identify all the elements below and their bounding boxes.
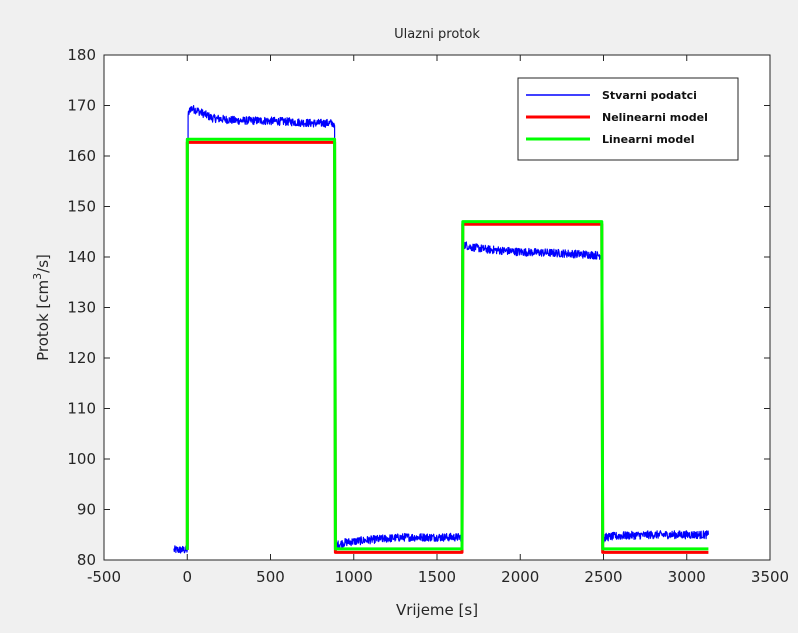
ticks-layer: -500 0 500 1000 1500 2000 2500 3000 3500 80 90 100 1… bbox=[67, 46, 789, 586]
y-tick-label: 140 bbox=[67, 248, 96, 266]
x-tick-label: 0 bbox=[182, 568, 192, 586]
y-tick-label: 150 bbox=[67, 198, 96, 216]
legend-label-2: Nelinearni model bbox=[602, 111, 708, 124]
x-tick-label: 1000 bbox=[335, 568, 373, 586]
y-tick-label: 100 bbox=[67, 450, 96, 468]
legend: Stvarni podatci Nelinearni model Linearni … bbox=[517, 77, 739, 161]
legend-label-3: Linearni model bbox=[602, 133, 694, 146]
x-tick-label: 3500 bbox=[751, 568, 789, 586]
x-tick-label: 3000 bbox=[668, 568, 706, 586]
y-tick-label: 170 bbox=[67, 97, 96, 115]
y-tick-label: 110 bbox=[67, 400, 96, 418]
y-axis-title: Protok [cm3/s] bbox=[31, 254, 52, 361]
y-tick-label: 120 bbox=[67, 349, 96, 367]
plot-frame bbox=[103, 54, 771, 561]
y-tick-label: 160 bbox=[67, 147, 96, 165]
legend-box bbox=[517, 77, 739, 161]
x-axis-title: Vrijeme [s] bbox=[396, 601, 478, 619]
series-line-1 bbox=[173, 105, 709, 554]
x-tick-label: 500 bbox=[256, 568, 285, 586]
x-tick-label: -500 bbox=[87, 568, 121, 586]
y-tick-label: 80 bbox=[77, 551, 96, 569]
y-tick-label: 130 bbox=[67, 299, 96, 317]
y-tick-label: 90 bbox=[77, 501, 96, 519]
y-axis-title-superscript: 3 bbox=[31, 273, 44, 280]
x-tick-label: 2000 bbox=[501, 568, 539, 586]
y-axis-title-tail: /s] bbox=[34, 254, 52, 273]
series-layer bbox=[173, 105, 709, 554]
x-tick-label: 2500 bbox=[584, 568, 622, 586]
chart-title: Ulazni protok bbox=[394, 27, 480, 42]
y-tick-label: 180 bbox=[67, 46, 96, 64]
x-tick-label: 1500 bbox=[418, 568, 456, 586]
y-axis-title-main: Protok [cm bbox=[34, 280, 52, 361]
legend-label-1: Stvarni podatci bbox=[602, 89, 697, 102]
series-line-3 bbox=[185, 137, 709, 551]
